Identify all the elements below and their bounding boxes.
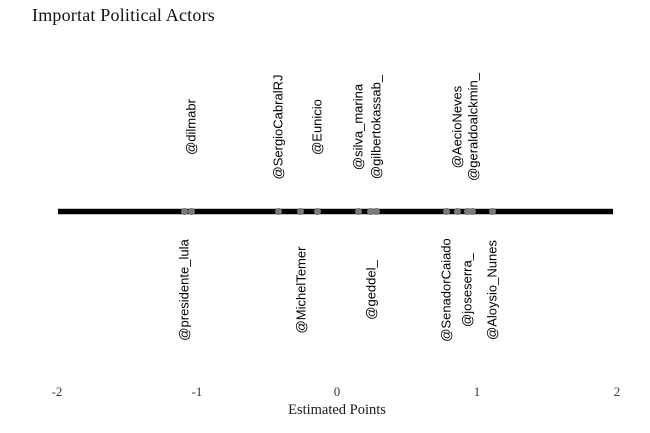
actor-label-above: @AecioNeves bbox=[449, 85, 465, 169]
data-point bbox=[180, 207, 188, 215]
actor-label-below: @MichelTemer bbox=[293, 246, 309, 334]
x-axis-line bbox=[58, 208, 613, 215]
actor-label-below: @joseserra_ bbox=[459, 253, 475, 327]
data-point bbox=[313, 207, 321, 215]
data-point bbox=[274, 207, 282, 215]
x-axis-tick-label: 0 bbox=[333, 384, 341, 399]
x-axis-tick-label: -1 bbox=[191, 384, 203, 399]
x-axis-tick-label: 2 bbox=[613, 384, 621, 399]
actor-label-below: @Aloysio_Nunes bbox=[484, 240, 500, 340]
data-point bbox=[187, 207, 195, 215]
actor-label-above: @Eunicio bbox=[309, 99, 325, 155]
actor-label-above: @geraldoalckmin_ bbox=[465, 73, 481, 181]
actor-label-below: @presidente_lula bbox=[176, 239, 192, 341]
actor-label-above: @gilbertokassab_ bbox=[368, 74, 384, 180]
data-point bbox=[372, 207, 380, 215]
actor-label-above: @dilmabr bbox=[183, 99, 199, 155]
data-point bbox=[367, 207, 375, 215]
data-point bbox=[297, 207, 305, 215]
data-point bbox=[469, 207, 477, 215]
chart-title: Importat Political Actors bbox=[32, 5, 215, 25]
data-point bbox=[354, 207, 362, 215]
x-axis-tick-label: -2 bbox=[51, 384, 63, 399]
data-point bbox=[453, 207, 461, 215]
actor-label-above: @SergioCabralRJ bbox=[270, 74, 286, 180]
x-axis-tick-label: 1 bbox=[473, 384, 481, 399]
actor-label-below: @SenadorCaiado bbox=[438, 238, 454, 342]
data-point bbox=[442, 207, 450, 215]
actor-label-below: @geddel_ bbox=[363, 260, 379, 320]
x-axis-title: Estimated Points bbox=[288, 402, 386, 418]
actor-label-above: @silva_marina bbox=[350, 83, 366, 171]
data-point bbox=[488, 207, 496, 215]
data-point bbox=[463, 207, 471, 215]
